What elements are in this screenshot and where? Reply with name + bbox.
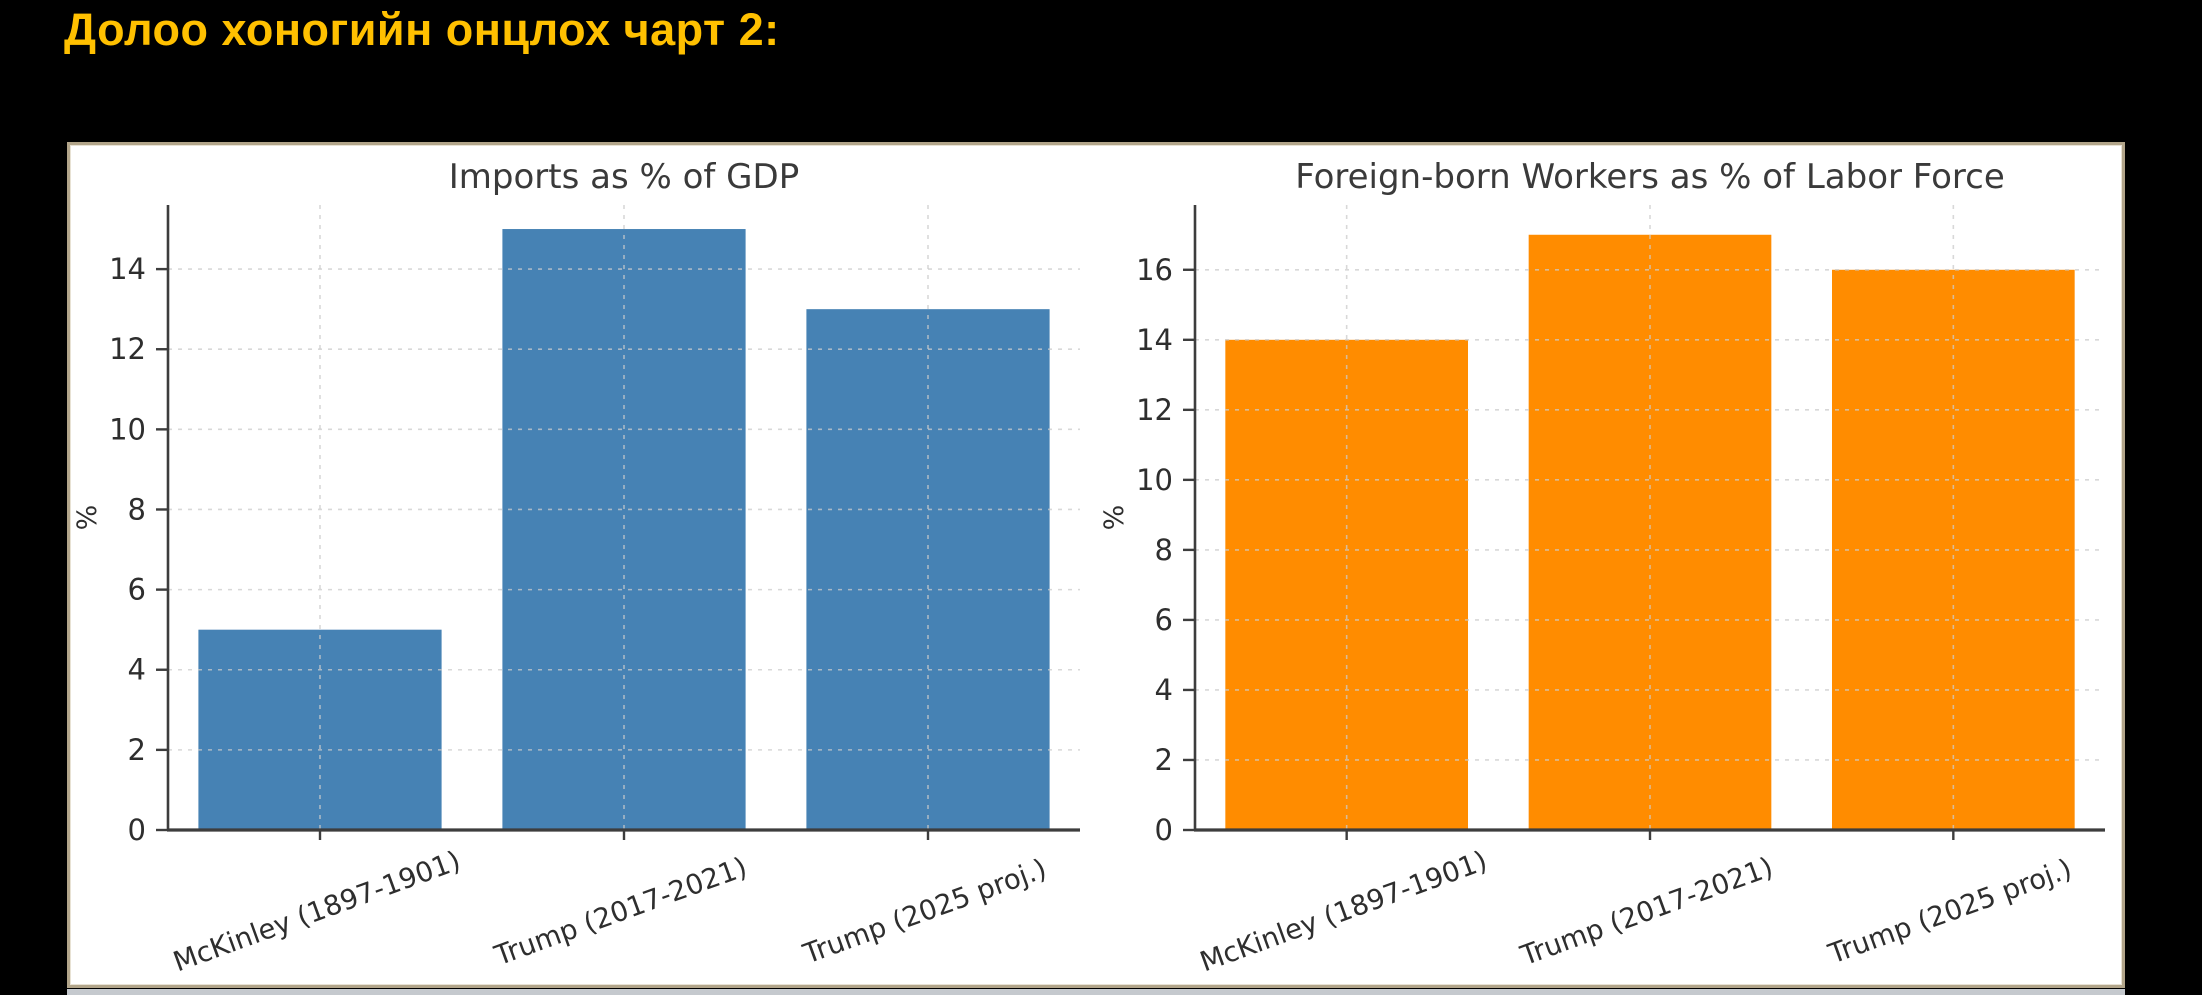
y-axis-label: % (1099, 505, 1130, 531)
chart-panel (67, 142, 2125, 988)
y-tick-label: 0 (1155, 813, 1173, 847)
y-tick-label: 12 (109, 332, 146, 366)
bar-trump-2017-2021- (1528, 234, 1772, 830)
x-tick-label: Trump (2025 proj.) (1824, 853, 2076, 971)
y-tick-label: 4 (1155, 673, 1173, 707)
y-axis-label: % (72, 505, 103, 531)
x-tick-label: Trump (2017-2021) (1516, 851, 1778, 972)
chart-title: Foreign-born Workers as % of Labor Force (1295, 157, 2005, 197)
bottom-divider (67, 989, 2125, 995)
y-tick-label: 12 (1136, 393, 1173, 427)
y-tick-label: 6 (128, 573, 146, 607)
y-tick-label: 0 (128, 813, 146, 847)
chart-title: Imports as % of GDP (449, 157, 799, 197)
y-tick-label: 4 (128, 653, 146, 687)
x-tick-label: Trump (2017-2021) (490, 851, 752, 972)
y-tick-label: 14 (109, 252, 146, 286)
y-tick-label: 6 (1155, 603, 1173, 637)
y-tick-label: 10 (109, 412, 146, 446)
bar-mckinley-1897-1901- (198, 629, 442, 830)
y-tick-label: 8 (1155, 533, 1173, 567)
y-tick-label: 14 (1136, 323, 1173, 357)
y-tick-label: 16 (1136, 253, 1173, 287)
x-tick-label: McKinley (1897-1901) (169, 845, 465, 979)
y-tick-label: 8 (128, 492, 146, 526)
y-tick-label: 10 (1136, 463, 1173, 497)
y-tick-label: 2 (128, 733, 146, 767)
page-title: Долоо хоногийн онцлох чарт 2: (64, 4, 780, 55)
y-tick-label: 2 (1155, 743, 1173, 777)
bar-trump-2017-2021- (502, 229, 746, 831)
x-tick-label: McKinley (1897-1901) (1196, 845, 1492, 979)
x-tick-label: Trump (2025 proj.) (798, 853, 1050, 971)
